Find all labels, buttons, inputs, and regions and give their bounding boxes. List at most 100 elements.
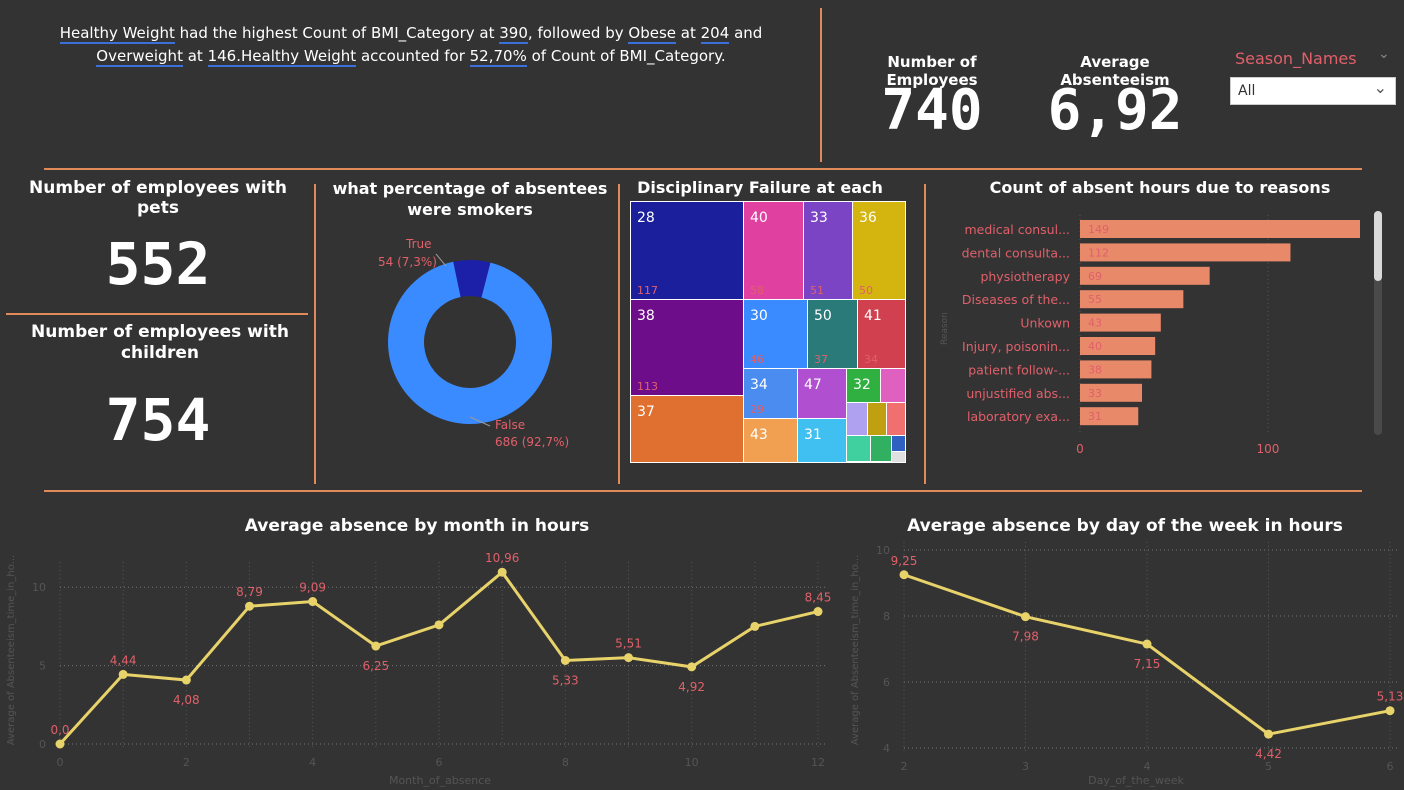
data-label: 5,13 [1377,690,1404,704]
x-tick-label: 4 [1144,760,1151,773]
treemap-cell [892,436,905,451]
x-tick-label: 6 [436,756,443,769]
reason-label: Injury, poisonin... [962,339,1070,354]
y-tick-label: 6 [883,676,890,689]
y-tick-label: 10 [32,581,46,594]
reasons-bars: 0 100 medical consul... 149 dental consulta.… [962,215,1360,456]
data-label: 4,42 [1255,747,1282,761]
x-tick-label: 5 [1265,760,1272,773]
data-point [1021,612,1030,622]
treemap-cell [887,403,905,435]
scrollbar-thumb[interactable] [1374,211,1382,281]
monthly-line-chart[interactable]: 0 5 10 0 2 4 6 8 10 12 0,0 4,44 4,08 8,79 9,09 6,25 10,9… [0,540,840,790]
narrative-term[interactable]: Overweight [96,47,183,67]
disciplinary-treemap[interactable]: 28 117 40 58 33 51 36 50 38 113 30 46 50 37 41 34 37 34 29… [630,201,906,463]
y-tick-label: 5 [39,660,46,673]
donut-slice-false [388,261,552,424]
reason-bar [1080,407,1139,426]
chevron-down-icon: ⌄ [1373,78,1387,97]
y-tick-label: 4 [883,742,890,755]
narrative-text: at [187,47,203,65]
treemap-age-label: 37 [637,404,655,420]
scrollbar[interactable] [1374,211,1382,435]
weekday-chart-title: Average absence by day of the week in ho… [907,516,1343,536]
treemap-cell-age-33 [804,202,852,299]
reasons-bar-chart[interactable]: 0 100 medical consul... 149 dental consulta.… [932,205,1372,465]
data-point [624,653,633,663]
treemap-cell-age-37 [631,396,743,462]
x-tick-label: 2 [901,760,908,773]
divider [44,490,1362,492]
treemap-cell [881,369,905,402]
data-point [55,739,65,749]
treemap-age-label: 31 [804,427,822,443]
smokers-donut-chart[interactable]: True 54 (7,3%) False 686 (92,7%) [330,230,616,470]
reason-bar [1080,337,1156,355]
reason-value: 43 [1088,317,1102,330]
data-point [181,675,191,685]
narrative-value[interactable]: 204 [700,24,730,44]
data-label: 9,09 [299,581,326,595]
y-tick-label: 10 [876,544,890,557]
season-dropdown-value: All [1238,83,1256,99]
data-point [118,669,128,679]
treemap-age-label: 43 [750,427,768,443]
season-dropdown[interactable]: All ⌄ [1230,77,1396,105]
weekday-xlabel: Day_of_the_week [1088,774,1184,787]
data-point [899,570,909,580]
reason-value: 69 [1088,270,1102,283]
reason-label: patient follow-... [968,362,1070,377]
reasons-axis-label: Reason [940,312,950,345]
reason-label: physiotherapy [980,269,1070,284]
x-tick-label: 100 [1256,442,1279,456]
treemap-cell [871,436,891,461]
weekday-line-chart[interactable]: 4 6 8 10 2 3 4 5 6 9,25 7,98 7,15 4,42 5,13 Day_of_th… [846,540,1404,790]
treemap-cell-age-28 [631,202,743,299]
treemap-age-label: 32 [853,377,871,393]
treemap-cell-age-43 [744,419,797,462]
x-tick-label: 0 [1076,442,1084,456]
donut-true-label: True [405,237,432,251]
treemap-age-label: 34 [750,377,768,393]
donut-slice-true [453,260,491,298]
chevron-down-icon[interactable]: ⌄ [1378,46,1390,62]
monthly-ylabel: Average of Absenteeism_time_in_ho... [6,555,17,745]
narrative-term[interactable]: Healthy Weight [241,47,357,67]
narrative-text: and [734,24,763,42]
divider [924,184,926,484]
reason-bar [1080,220,1360,238]
employees-kpi-value: 740 [881,78,983,143]
treemap-age-label: 28 [637,210,655,226]
reason-bar [1080,266,1210,285]
data-point [497,567,507,577]
treemap-count-label: 29 [750,403,764,416]
reason-label: unjustified abs... [966,386,1070,401]
treemap-count-label: 50 [859,284,873,297]
narrative-term[interactable]: Healthy Weight [59,24,175,44]
narrative-value[interactable]: 390 [499,24,528,44]
reason-label: Unkown [1020,316,1070,331]
treemap-age-label: 33 [810,210,828,226]
narrative-text: had the highest Count of BMI_Category at [179,24,495,42]
monthly-chart-title: Average absence by month in hours [244,516,590,536]
data-label: 6,25 [362,659,389,673]
donut-false-label: False [495,418,525,432]
treemap-cell-age-31 [798,419,846,462]
weekday-ylabel: Average of Absenteeism_time_in_ho... [850,555,861,745]
divider [44,168,1362,170]
treemap-cell [868,403,886,435]
treemap-cell-age-41 [858,300,905,368]
narrative-value[interactable]: 52,70% [469,47,527,67]
treemap-age-label: 30 [750,308,768,324]
data-label: 5,33 [552,673,579,687]
treemap-cell [847,403,867,435]
treemap-cell [892,452,905,462]
y-tick-label: 8 [883,610,890,623]
data-point [560,655,570,665]
treemap-cell-age-38 [631,300,743,395]
data-point [1385,706,1395,716]
reason-value: 112 [1088,246,1109,259]
narrative-term[interactable]: Obese [628,24,676,44]
data-point [1142,639,1152,649]
narrative-value[interactable]: 146. [207,47,241,67]
